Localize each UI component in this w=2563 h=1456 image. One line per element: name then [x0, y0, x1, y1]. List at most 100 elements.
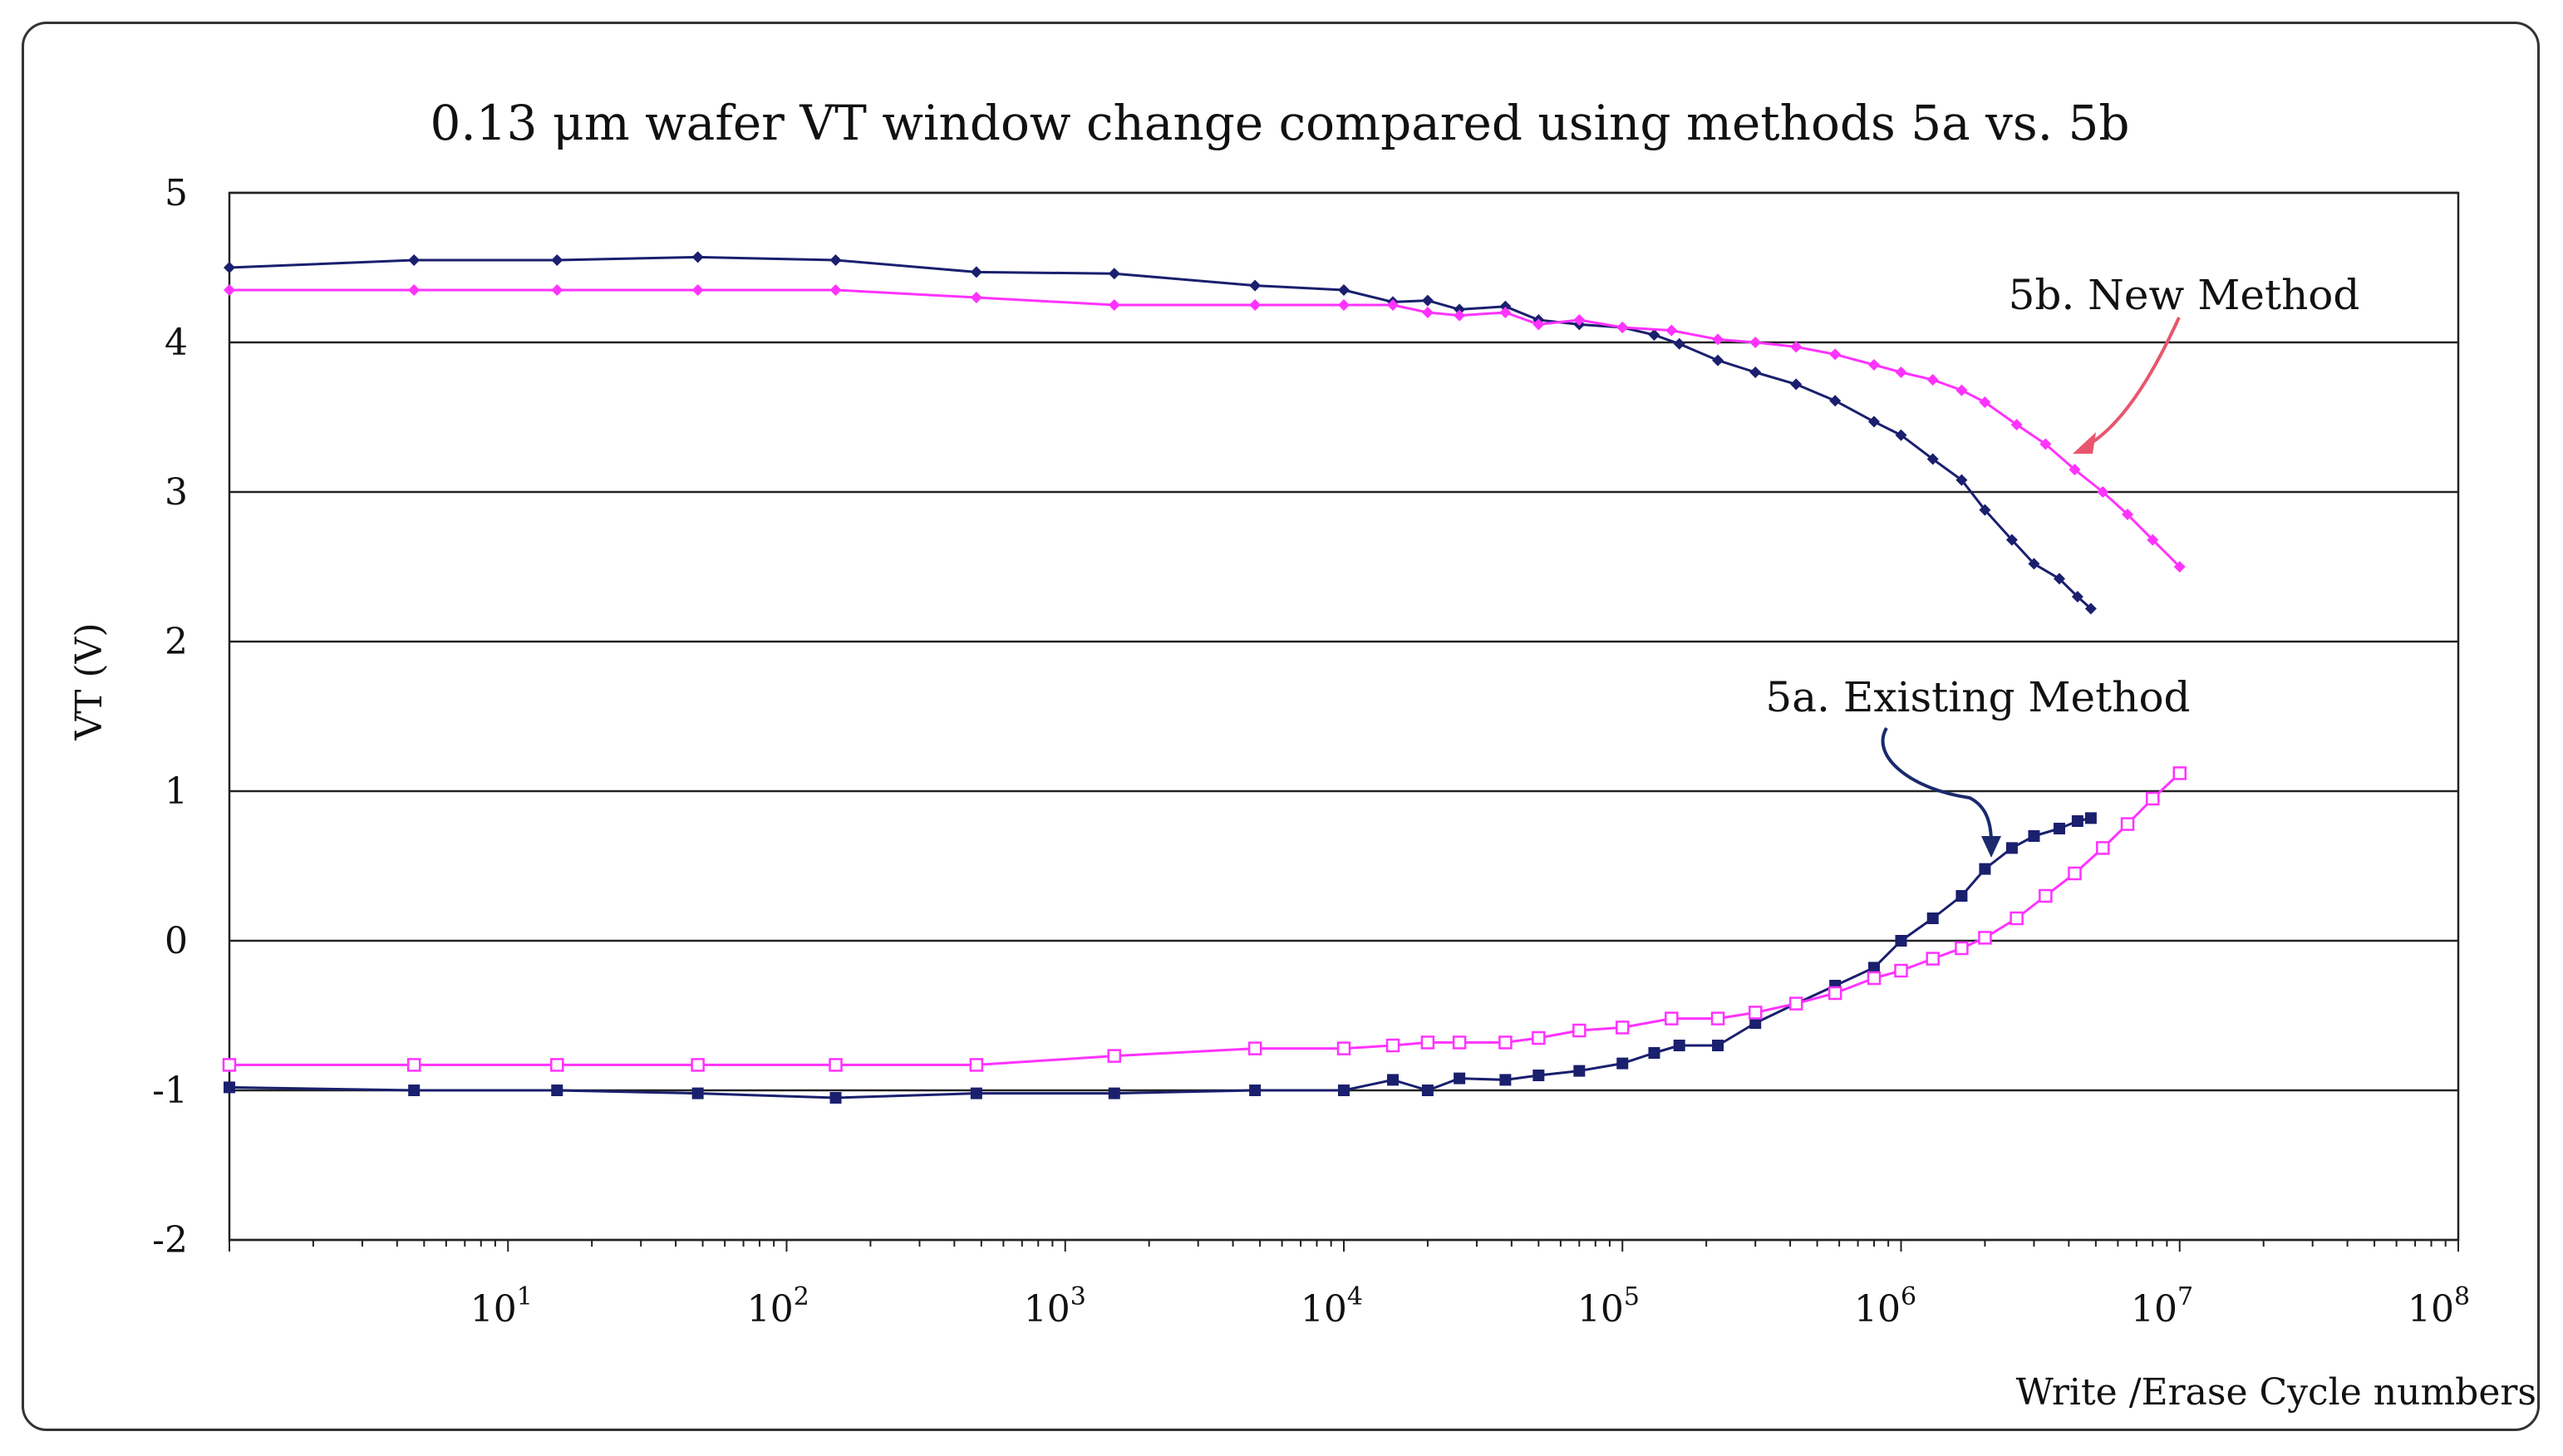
y-tick-label: 4 [165, 322, 188, 364]
data-point [1338, 284, 1350, 296]
data-point [1712, 1040, 1724, 1051]
data-point [1979, 396, 1991, 408]
data-point [550, 1058, 564, 1072]
data-point [969, 1058, 984, 1072]
x-tick-base: 10 [1301, 1288, 1347, 1331]
annotation-existing-method: 5a. Existing Method [1765, 673, 2190, 721]
data-point [1454, 309, 1466, 322]
data-point [2039, 888, 2053, 903]
data-point [1498, 1035, 1513, 1050]
data-point [1926, 952, 1940, 966]
data-point [2010, 911, 2024, 926]
series-1 [224, 251, 2097, 615]
data-point [1895, 935, 1907, 947]
data-point [1748, 1006, 1763, 1020]
x-axis: 101 102 103 104 105 106 107 108 [229, 1240, 2470, 1331]
y-tick-label: 5 [165, 172, 188, 214]
data-point [1867, 971, 1882, 986]
data-point [1673, 337, 1685, 350]
data-point [1499, 307, 1512, 318]
data-point [1648, 1047, 1660, 1059]
data-point [1573, 1065, 1586, 1077]
x-tick-label: 108 [2408, 1282, 2470, 1331]
series-3 [224, 812, 2097, 1104]
chart-frame [22, 22, 2540, 1431]
data-point [224, 284, 235, 296]
data-point [1249, 279, 1262, 292]
data-point [1247, 1041, 1262, 1055]
data-point [1712, 354, 1724, 366]
data-point [1108, 1087, 1120, 1099]
annotations: 5b. New Method 5a. Existing Method [1765, 271, 2359, 858]
data-point [1868, 416, 1881, 428]
data-point [2147, 534, 2159, 546]
data-point [1894, 963, 1908, 978]
data-point [1107, 1049, 1122, 1063]
data-point [1868, 359, 1881, 371]
data-point [1710, 1011, 1725, 1026]
data-point [1421, 294, 1434, 307]
data-point [1532, 1031, 1546, 1045]
data-point [1338, 1085, 1350, 1096]
data-point [1616, 1021, 1630, 1035]
data-point [1499, 1074, 1512, 1086]
data-point [1336, 1041, 1351, 1055]
data-point [829, 1092, 842, 1104]
data-point [829, 254, 842, 266]
data-point [2097, 486, 2109, 498]
x-tick-exponent: 4 [1347, 1282, 1363, 1311]
data-point [2084, 812, 2097, 824]
data-point [1616, 1057, 1629, 1070]
annotation-existing-method-arrow [1881, 726, 1993, 844]
x-tick-label: 104 [1301, 1282, 1363, 1331]
data-point [1926, 453, 1939, 465]
data-point [2084, 603, 2097, 615]
data-point [829, 284, 842, 296]
series-line [229, 255, 2092, 610]
data-point [1648, 329, 1660, 341]
data-point [1828, 986, 1842, 1001]
data-point [1673, 1040, 1685, 1051]
x-tick-base: 10 [1024, 1288, 1070, 1331]
data-point [2028, 558, 2040, 570]
data-point [1665, 324, 1678, 337]
data-point [551, 1085, 563, 1096]
data-point [406, 1058, 421, 1072]
data-point [2028, 830, 2040, 842]
series-line [229, 816, 2092, 1099]
data-point [1572, 1023, 1587, 1038]
data-point [1749, 1017, 1762, 1029]
data-point [1532, 318, 1545, 331]
x-tick-exponent: 7 [2177, 1282, 2193, 1311]
chart-title: 0.13 μm wafer VT window change compared … [430, 95, 2129, 151]
data-point [1829, 348, 1842, 361]
x-tick-base: 10 [1577, 1288, 1624, 1331]
data-point [970, 266, 982, 278]
data-point [1955, 384, 1968, 396]
data-point [551, 254, 563, 266]
x-tick-exponent: 8 [2454, 1282, 2470, 1311]
annotation-new-method: 5b. New Method [2009, 271, 2360, 319]
data-point [1385, 1038, 1400, 1053]
data-point [1979, 504, 1991, 516]
data-point [1868, 962, 1881, 974]
data-point [1978, 931, 1992, 945]
x-tick-label: 106 [1854, 1282, 1916, 1331]
x-tick-exponent: 2 [794, 1282, 809, 1311]
x-tick-label: 105 [1577, 1282, 1640, 1331]
data-point [1421, 1085, 1434, 1096]
data-point [2068, 866, 2082, 881]
data-point [1387, 299, 1400, 311]
x-tick-label: 107 [2131, 1282, 2193, 1331]
data-point [2039, 438, 2052, 450]
data-point [2146, 791, 2160, 806]
data-point [1895, 429, 1907, 441]
data-point [2122, 509, 2134, 520]
y-tick-label: -2 [152, 1219, 188, 1262]
data-point [1387, 1074, 1400, 1086]
y-tick-label: 0 [165, 920, 188, 962]
data-point [691, 1087, 704, 1099]
y-axis-label: VT (V) [68, 622, 111, 740]
data-point [1499, 300, 1512, 312]
x-tick-exponent: 5 [1624, 1282, 1640, 1311]
